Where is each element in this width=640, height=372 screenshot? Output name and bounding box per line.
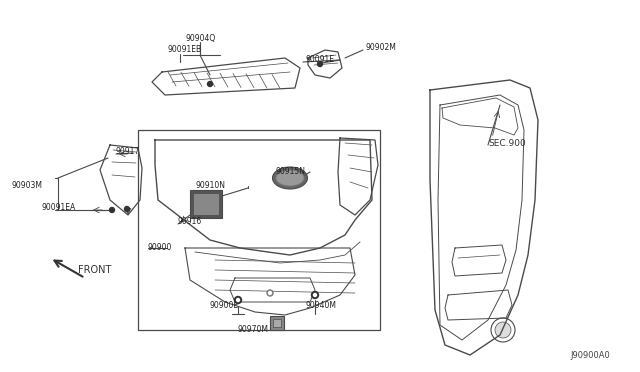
Bar [273, 319, 281, 327]
Text: 90091EB: 90091EB [168, 45, 202, 55]
Circle shape [125, 206, 129, 212]
Circle shape [495, 322, 511, 338]
Circle shape [269, 292, 271, 295]
Bar [270, 316, 284, 330]
Text: 90903M: 90903M [12, 180, 43, 189]
Circle shape [267, 290, 273, 296]
Circle shape [317, 61, 323, 67]
Text: 90916: 90916 [178, 218, 202, 227]
Text: SEC.900: SEC.900 [488, 138, 525, 148]
Circle shape [237, 298, 239, 301]
Text: 90091EA: 90091EA [42, 203, 76, 212]
Bar [138, 130, 380, 330]
Circle shape [314, 294, 317, 296]
Text: 90910N: 90910N [195, 180, 225, 189]
Circle shape [234, 296, 241, 304]
Text: 90902M: 90902M [365, 44, 396, 52]
Text: FRONT: FRONT [78, 265, 111, 275]
Circle shape [207, 81, 212, 87]
Text: 90900: 90900 [148, 244, 172, 253]
Text: J90900A0: J90900A0 [570, 350, 610, 359]
Text: 90940M: 90940M [305, 301, 336, 310]
Text: 90904Q: 90904Q [185, 33, 215, 42]
Text: 90917: 90917 [116, 148, 140, 157]
Text: 90091E: 90091E [305, 55, 334, 64]
Text: 90915N: 90915N [275, 167, 305, 176]
Circle shape [312, 292, 319, 298]
Bar [193, 193, 219, 215]
Ellipse shape [276, 170, 304, 186]
Bar [190, 190, 222, 218]
Circle shape [109, 208, 115, 212]
Text: 90900E: 90900E [210, 301, 239, 310]
Ellipse shape [273, 167, 307, 189]
Text: 90970M: 90970M [238, 326, 269, 334]
